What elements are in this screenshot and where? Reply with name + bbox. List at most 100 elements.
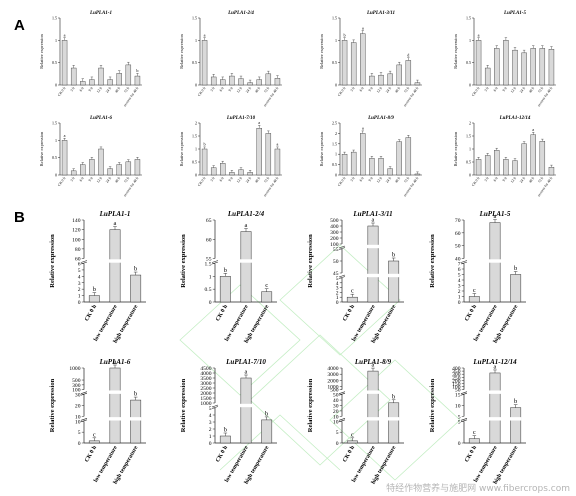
y-axis-label: Relative expression <box>307 378 314 432</box>
bar-break <box>388 417 400 421</box>
y-tick-label: 300 <box>330 230 339 236</box>
y-tick-label: 50 <box>455 244 461 250</box>
y-tick-label: 0 <box>458 441 461 447</box>
bar <box>274 78 281 86</box>
panel-b-title: LuPLA1-6 <box>99 358 131 366</box>
significance-letter: b <box>392 252 395 259</box>
y-tick-label: 30 <box>333 404 339 410</box>
y-tick-label: 0.5 <box>332 162 337 167</box>
bar <box>510 274 522 303</box>
x-tick-label: 12 h <box>96 86 103 94</box>
bar <box>414 173 421 176</box>
bar <box>468 438 480 444</box>
axis-break-mark <box>338 391 346 394</box>
x-tick-label: CK 0 h <box>84 444 98 463</box>
bar <box>548 166 555 176</box>
y-axis-label: Relative expression <box>429 378 436 432</box>
axis-break-mark <box>338 247 346 250</box>
x-tick-label: 24 h <box>519 176 526 184</box>
significance-letter: c <box>473 287 476 294</box>
y-tick-label: 1 <box>458 295 461 301</box>
bar <box>396 64 402 86</box>
bar <box>367 225 379 303</box>
y-tick-label: 4000 <box>200 371 211 377</box>
panel-b-chart-8: LuPLA1-12/14 Relative expression 0 55 10 1550… <box>429 358 526 485</box>
bar <box>109 229 121 303</box>
y-tick-label: 6 <box>78 262 81 268</box>
bar <box>125 64 132 86</box>
y-axis-label: Relative expression <box>429 234 436 288</box>
x-tick-label: 6 h <box>359 176 365 182</box>
y-tick-label: 60 <box>455 231 461 237</box>
x-tick-label: CK 0 h <box>464 303 478 322</box>
y-tick-label: 150 <box>452 381 461 387</box>
x-tick-label: 3 h <box>484 86 490 92</box>
bar-break <box>489 417 501 421</box>
bar <box>539 140 546 176</box>
panel-b-title: LuPLA1-12/14 <box>472 358 517 366</box>
y-tick-label: 0.5 <box>52 155 57 160</box>
y-tick-label: 3 <box>209 420 212 426</box>
bar <box>116 164 122 176</box>
x-tick-label: 24 h <box>385 86 392 94</box>
panel-a-title: LuPLA1-8/9 <box>367 116 394 121</box>
bar <box>80 164 86 176</box>
panel-a-title: LuPLA1-2/4 <box>227 11 254 16</box>
y-axis-label: Relative expression <box>307 234 314 288</box>
bar <box>489 372 501 444</box>
significance-letter: a <box>114 220 117 227</box>
x-tick-label: 6 h <box>493 86 499 92</box>
y-tick-label: 1 <box>335 152 337 157</box>
x-tick-label: 72 h <box>403 176 410 184</box>
x-tick-label: 24 h <box>105 86 112 94</box>
y-tick-label: 3000 <box>200 381 211 387</box>
bar <box>521 52 527 86</box>
significance-letter: a <box>277 142 279 147</box>
significance-letter: a <box>204 32 206 37</box>
x-tick-label: 48 h <box>528 176 535 184</box>
y-tick-label: 0 <box>209 300 212 306</box>
bar <box>240 231 252 303</box>
x-tick-label: 48 h <box>114 176 121 184</box>
y-tick-label: 0 <box>469 83 471 88</box>
axis-break-mark <box>80 261 88 265</box>
bar <box>350 42 357 86</box>
y-tick-label: 0 <box>209 441 212 447</box>
y-tick-label: 20 <box>75 404 81 410</box>
bar-break <box>510 417 522 421</box>
x-tick-label: 6 h <box>219 86 225 92</box>
x-tick-label: CK 0 h <box>57 176 66 187</box>
y-tick-label: 3000 <box>327 372 338 378</box>
y-tick-label: 1.5 <box>192 16 197 21</box>
axis-break-mark <box>211 260 219 263</box>
bar <box>240 377 252 444</box>
bar <box>387 73 393 86</box>
axis-break-mark <box>338 392 346 396</box>
significance-letter: b <box>204 142 206 147</box>
bar <box>220 79 226 86</box>
bar <box>130 399 142 444</box>
y-tick-label: 0 <box>469 173 471 178</box>
panel-a-chart-8: LuPLA1-12/14 Relative expression 0 0.5 1 1.5 2… <box>453 116 556 197</box>
bar <box>484 155 491 176</box>
section-label-b: B <box>14 209 25 226</box>
y-tick-label: 60 <box>75 257 81 263</box>
x-tick-label: CK 0 h <box>471 86 480 97</box>
x-tick-label: 12 h <box>510 176 517 184</box>
panel-b-title: LuPLA1-1 <box>99 210 131 218</box>
y-tick-label: 100 <box>72 388 81 394</box>
bar <box>134 75 141 86</box>
axis-break-mark <box>80 419 88 423</box>
bar <box>201 148 208 176</box>
bar <box>107 168 113 176</box>
x-tick-label: 9 h <box>228 176 234 182</box>
bar <box>220 163 226 176</box>
y-tick-label: 30 <box>75 393 81 399</box>
x-tick-label: 12 h <box>376 176 383 184</box>
section-label-a: A <box>14 17 25 34</box>
bar-break <box>489 390 501 394</box>
bar <box>369 75 375 86</box>
axis-break-mark <box>460 419 468 423</box>
x-tick-label: CK 0 h <box>84 303 98 322</box>
